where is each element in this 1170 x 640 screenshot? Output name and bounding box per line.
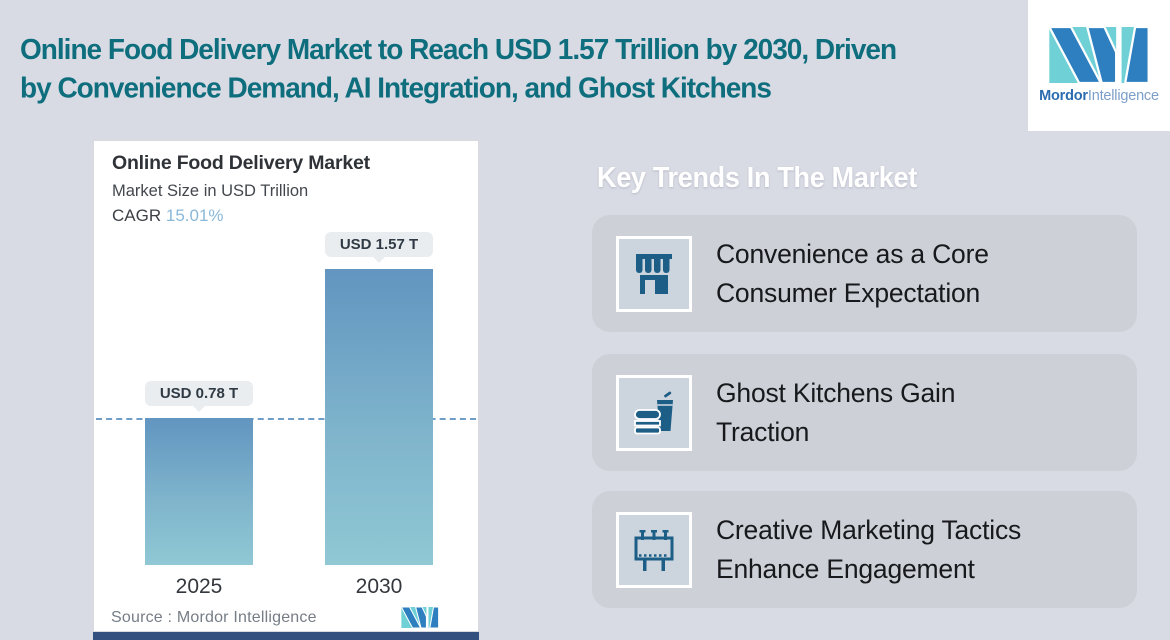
market-chart-card: Online Food Delivery Market Market Size … [93, 140, 479, 632]
source-note: Source : Mordor Intelligence [111, 609, 317, 626]
chart-subtitle: Market Size in USD Trillion [112, 182, 309, 200]
chart-title: Online Food Delivery Market [112, 152, 370, 174]
cagr-value: 15.01% [165, 206, 224, 225]
trend-card-marketing: Creative Marketing Tactics Enhance Engag… [592, 491, 1137, 608]
trends-heading: Key Trends In The Market [597, 162, 917, 194]
callout-pointer [193, 406, 205, 412]
trend-text: Convenience as a Core Consumer Expectati… [716, 238, 989, 308]
brand-name-bold: Mordor [1039, 88, 1088, 104]
trend-text: Creative Marketing Tactics Enhance Engag… [716, 514, 1022, 584]
mordor-intelligence-logo-icon [1049, 27, 1149, 83]
bar-2030 [325, 269, 433, 565]
cagr-line: CAGR 15.01% [112, 206, 224, 226]
billboard-icon [634, 529, 674, 571]
callout-text: USD 0.78 T [159, 385, 239, 402]
brand-wordmark: MordorIntelligence [1028, 88, 1170, 104]
value-callout-2025: USD 0.78 T [145, 381, 253, 412]
icon-tile [616, 511, 692, 588]
fast-food-icon [634, 391, 673, 434]
reference-dashed-line [96, 418, 476, 420]
trend-card-ghost-kitchens: Ghost Kitchens Gain Traction [592, 354, 1137, 471]
bar-2025 [145, 418, 253, 565]
callout-text: USD 1.57 T [339, 236, 419, 253]
callout-pointer [373, 257, 385, 263]
x-axis-label-2025: 2025 [175, 575, 223, 598]
icon-tile [616, 374, 692, 451]
trend-card-convenience: Convenience as a Core Consumer Expectati… [592, 215, 1137, 332]
page-title: Online Food Delivery Market to Reach USD… [20, 33, 897, 104]
storefront-icon [636, 253, 672, 294]
value-callout-2030: USD 1.57 T [325, 232, 433, 263]
trend-text: Ghost Kitchens Gain Traction [716, 377, 956, 447]
mordor-mini-logo-icon [401, 607, 439, 628]
brand-logo-card: MordorIntelligence [1028, 0, 1170, 131]
bar-chart-plot: USD 0.78 T USD 1.57 T [94, 231, 478, 565]
icon-tile [616, 235, 692, 312]
x-axis-label-2030: 2030 [355, 575, 403, 598]
brand-name-light: Intelligence [1087, 88, 1159, 104]
bottom-accent-strip [93, 632, 479, 640]
cagr-label: CAGR [112, 206, 162, 225]
